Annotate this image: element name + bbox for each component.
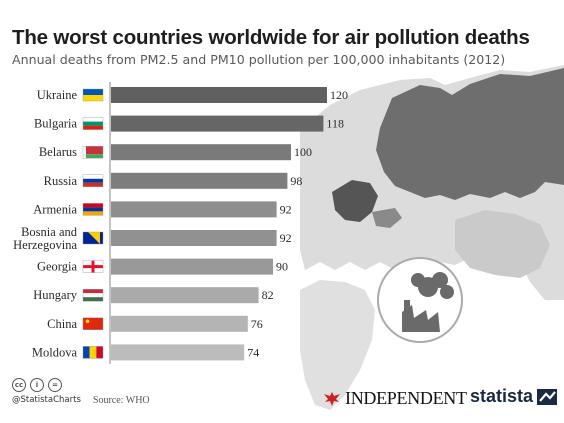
statista-logo: statista <box>470 386 558 407</box>
category-label: Bosnia and Herzegovina <box>13 225 78 252</box>
chart-title: The worst countries worldwide for air po… <box>12 26 530 49</box>
bar-russia <box>111 172 288 189</box>
factory-smoke-icon <box>402 272 454 332</box>
bar-armenia <box>111 201 277 218</box>
value-label: 76 <box>251 317 263 331</box>
value-label: 90 <box>276 260 288 274</box>
bar-hungary <box>111 287 259 304</box>
value-label: 98 <box>290 174 302 188</box>
bar-bosnia <box>111 230 277 246</box>
map-china <box>455 210 550 278</box>
source-note: Source: WHO <box>92 395 150 406</box>
cc-license: cc i = <box>12 378 150 392</box>
category-label: Belarus <box>39 145 77 159</box>
china-flag-icon <box>82 317 104 330</box>
georgia-flag-icon <box>82 260 104 273</box>
statista-mark-icon <box>537 388 558 405</box>
value-label: 120 <box>330 88 348 102</box>
russia-flag-icon <box>82 174 104 188</box>
independent-logo: INDEPENDENT <box>322 388 467 409</box>
armenia-flag-icon <box>82 203 104 216</box>
belarus-flag-icon <box>82 145 104 159</box>
value-label: 82 <box>262 288 274 302</box>
footer: cc i = @StatistaCharts Source: WHO <box>12 378 150 406</box>
statista-wordmark: statista <box>470 386 534 406</box>
map-eastern-europe-highlight <box>332 180 378 222</box>
bar-moldova <box>111 344 245 361</box>
bulgaria-flag-icon <box>82 117 104 130</box>
category-label: China <box>47 317 77 331</box>
ukraine-flag-icon <box>82 88 104 102</box>
map-land-africa <box>300 280 375 410</box>
map-russia-highlight <box>376 68 564 200</box>
bar-bulgaria <box>111 115 324 132</box>
value-label: 100 <box>294 145 312 159</box>
value-label: 92 <box>280 231 292 245</box>
category-label: Ukraine <box>37 88 78 102</box>
category-label: Russia <box>44 174 78 188</box>
independent-wordmark: INDEPENDENT <box>345 388 467 408</box>
cc-icon: cc <box>12 378 26 392</box>
hungary-flag-icon <box>82 289 104 302</box>
attribution-icon: i <box>30 378 44 392</box>
value-label: 118 <box>326 117 344 131</box>
value-label: 74 <box>247 345 259 359</box>
statista-handle: @StatistaCharts <box>12 395 81 405</box>
category-label: Georgia <box>37 260 77 274</box>
bar-china <box>111 315 248 332</box>
category-label: Bulgaria <box>34 117 77 131</box>
moldova-flag-icon <box>82 346 104 359</box>
map-caucasus <box>372 208 402 228</box>
eagle-icon <box>324 391 340 406</box>
bar-georgia <box>111 258 273 275</box>
category-label: Moldova <box>32 345 78 359</box>
no-derivatives-icon: = <box>48 378 62 392</box>
category-label: Hungary <box>33 288 77 302</box>
value-label: 92 <box>280 202 292 216</box>
bosnia-flag-icon <box>82 231 104 245</box>
bar-belarus <box>111 144 291 161</box>
bar-ukraine <box>111 87 327 103</box>
category-label: Armenia <box>33 202 77 216</box>
chart-subtitle: Annual deaths from PM2.5 and PM10 pollut… <box>12 52 506 67</box>
